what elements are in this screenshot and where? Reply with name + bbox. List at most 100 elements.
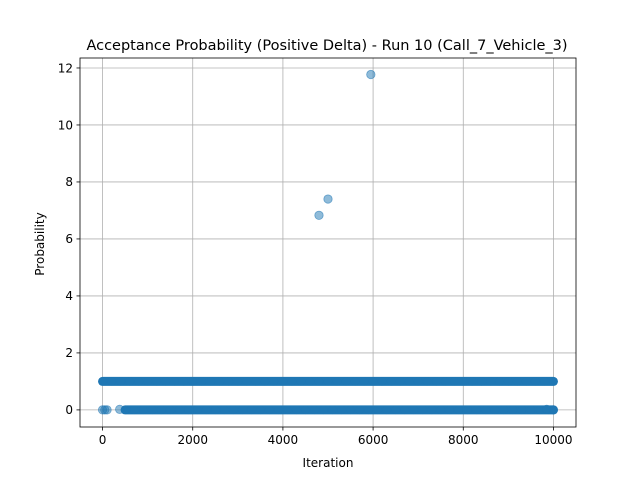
data-point: [368, 377, 378, 386]
x-tick-label: 4000: [268, 433, 299, 447]
data-point: [549, 377, 558, 386]
y-tick-label: 2: [65, 346, 73, 360]
data-point: [468, 377, 477, 386]
data-point: [242, 377, 252, 386]
x-tick-label: 6000: [358, 433, 389, 447]
data-point: [265, 405, 274, 415]
data-point: [229, 405, 238, 415]
data-point: [366, 69, 376, 80]
x-tick-label: 8000: [448, 433, 479, 447]
data-point: [337, 405, 346, 415]
data-point: [495, 377, 504, 386]
data-point: [404, 377, 414, 386]
data-points: [97, 69, 559, 415]
data-point: [472, 405, 481, 415]
data-point: [395, 377, 405, 386]
x-axis-label: Iteration: [303, 456, 354, 470]
y-tick-label: 0: [65, 403, 73, 417]
data-point: [102, 405, 112, 415]
chart-title: Acceptance Probability (Positive Delta) …: [86, 38, 567, 54]
data-point: [319, 405, 328, 415]
data-point: [508, 405, 518, 415]
data-point: [477, 377, 486, 386]
data-point: [314, 210, 324, 220]
data-point: [251, 377, 261, 386]
data-point: [211, 405, 220, 415]
y-tick-label: 12: [58, 61, 73, 75]
data-point: [269, 377, 279, 386]
data-point: [129, 405, 139, 415]
data-point: [206, 377, 215, 386]
data-point: [413, 377, 423, 386]
plot-frame: [79, 57, 577, 428]
data-point: [188, 377, 197, 386]
data-point: [314, 377, 324, 386]
x-axis-ticks: 0 2000 4000 6000 8000 10000: [99, 427, 573, 447]
data-point: [305, 377, 315, 386]
data-point: [323, 377, 333, 386]
data-point: [499, 405, 509, 415]
data-point: [486, 377, 495, 386]
data-point: [441, 377, 450, 386]
data-point: [386, 377, 396, 386]
data-point: [522, 377, 531, 386]
data-point: [107, 377, 116, 386]
data-point: [193, 405, 202, 415]
data-point: [391, 405, 400, 415]
data-point: [175, 405, 184, 415]
data-point: [152, 377, 161, 386]
x-tick-label: 2000: [177, 433, 208, 447]
data-point: [382, 405, 391, 415]
data-point: [418, 405, 427, 415]
data-point: [301, 405, 310, 415]
data-point: [355, 405, 364, 415]
data-point: [350, 377, 360, 386]
data-point: [287, 377, 297, 386]
data-point: [238, 405, 247, 415]
data-point: [445, 405, 454, 415]
data-point: [328, 405, 337, 415]
data-point: [165, 405, 175, 415]
x-tick-label: 10000: [534, 433, 572, 447]
data-point: [373, 405, 382, 415]
data-point: [346, 405, 355, 415]
data-point: [450, 377, 459, 386]
data-point: [454, 405, 463, 415]
data-point: [540, 377, 549, 386]
data-point: [400, 405, 409, 415]
data-point: [98, 377, 107, 386]
data-point: [256, 405, 265, 415]
data-point: [436, 405, 445, 415]
data-point: [274, 405, 283, 415]
data-point: [170, 377, 179, 386]
data-point: [215, 377, 224, 386]
y-tick-label: 8: [65, 175, 73, 189]
data-point: [260, 377, 270, 386]
grid-lines: [80, 58, 576, 427]
data-point: [504, 377, 513, 386]
data-point: [526, 405, 536, 415]
data-point: [432, 377, 441, 386]
data-point: [548, 405, 559, 415]
y-axis-ticks: 0 2 4 6 8 10 12: [58, 61, 80, 417]
data-point: [233, 377, 243, 386]
data-point: [310, 405, 319, 415]
data-point: [481, 405, 491, 415]
data-point: [359, 377, 369, 386]
data-point: [292, 405, 301, 415]
data-point: [147, 405, 157, 415]
data-point: [247, 405, 256, 415]
data-point: [179, 377, 188, 386]
y-tick-label: 4: [65, 289, 73, 303]
data-point: [427, 405, 436, 415]
y-tick-label: 6: [65, 232, 73, 246]
y-axis-label: Probability: [33, 212, 47, 275]
data-point: [115, 404, 125, 414]
data-point: [409, 405, 418, 415]
y-tick-label: 10: [58, 118, 73, 132]
data-point: [134, 377, 143, 386]
data-point: [513, 377, 522, 386]
data-point: [296, 377, 306, 386]
data-point: [341, 377, 351, 386]
